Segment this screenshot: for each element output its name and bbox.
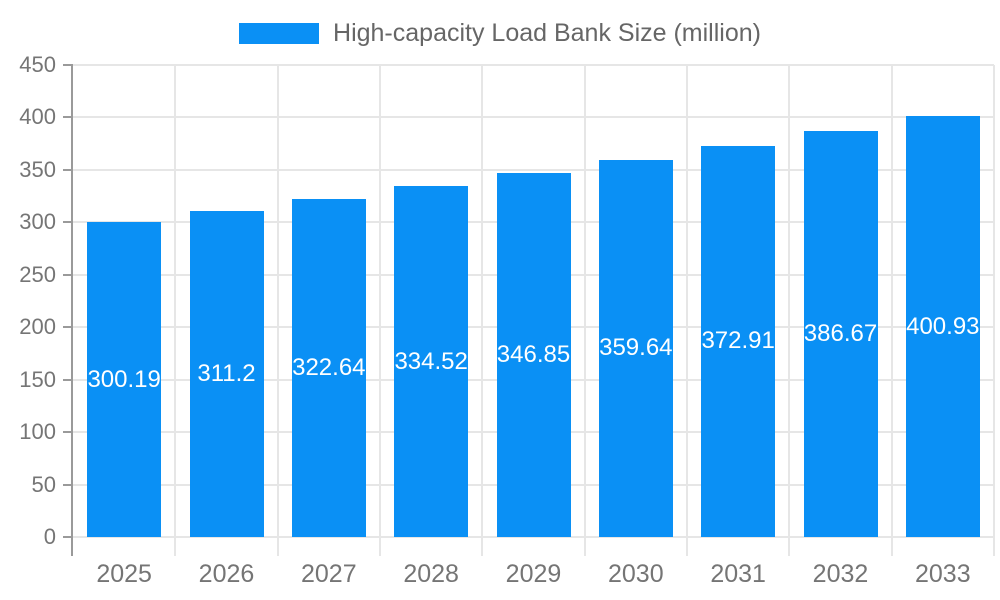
bar-value-label: 346.85 [496, 341, 571, 369]
y-tick-label: 250 [19, 261, 56, 287]
bar[interactable] [87, 222, 162, 537]
x-tick-label: 2031 [710, 560, 766, 588]
x-gridline [788, 65, 791, 556]
y-axis-line [71, 65, 73, 556]
y-tick-label: 100 [19, 419, 56, 445]
y-tick-mark [63, 116, 73, 119]
x-tick-label: 2028 [403, 560, 459, 588]
bar-value-label: 359.64 [599, 334, 673, 362]
bar[interactable] [394, 186, 469, 537]
x-tick-label: 2029 [505, 560, 562, 588]
bar-value-label: 400.93 [906, 312, 980, 340]
x-gridline [890, 65, 893, 556]
y-tick-label: 50 [31, 471, 56, 497]
legend-swatch-icon [239, 22, 320, 44]
y-tick-label: 350 [19, 156, 56, 182]
legend[interactable]: High-capacity Load Bank Size (million) [0, 18, 1000, 48]
bar-value-label: 322.64 [292, 353, 366, 381]
y-tick-mark [63, 326, 73, 329]
x-gridline [583, 65, 586, 556]
y-tick-label: 0 [43, 524, 56, 549]
legend-label: High-capacity Load Bank Size (million) [333, 18, 761, 47]
x-tick-label: 2026 [198, 560, 255, 588]
y-tick-mark [63, 168, 73, 171]
bar[interactable] [496, 173, 571, 537]
bar[interactable] [189, 210, 264, 537]
y-tick-label: 150 [19, 366, 56, 392]
y-tick-label: 300 [19, 209, 56, 235]
bar-value-label: 300.19 [87, 365, 161, 393]
y-tick-mark [63, 536, 73, 538]
y-gridline [73, 116, 994, 119]
bar-value-label: 334.52 [394, 347, 468, 375]
y-tick-label: 200 [19, 314, 56, 340]
x-tick-label: 2025 [96, 560, 152, 588]
y-gridline [73, 536, 994, 538]
bar-value-label: 372.91 [701, 327, 775, 355]
bar-value-label: 311.2 [197, 359, 256, 387]
x-tick-label: 2027 [301, 560, 357, 588]
y-tick-label: 450 [19, 52, 56, 77]
y-tick-mark [63, 221, 73, 224]
y-tick-mark [63, 64, 73, 66]
x-gridline [993, 65, 995, 556]
x-tick-label: 2032 [812, 560, 869, 588]
x-tick-label: 2030 [608, 560, 664, 588]
y-tick-mark [63, 273, 73, 276]
y-tick-label: 400 [19, 104, 56, 130]
x-gridline [174, 65, 177, 556]
x-tick-label: 2033 [915, 560, 971, 588]
y-gridline [73, 64, 994, 66]
y-tick-mark [63, 431, 73, 434]
x-gridline [379, 65, 381, 556]
y-tick-mark [63, 483, 73, 486]
x-gridline [481, 65, 484, 556]
bar[interactable] [905, 116, 980, 537]
bar-value-label: 386.67 [803, 320, 878, 348]
bar[interactable] [701, 145, 776, 537]
y-gridline [73, 168, 994, 171]
x-gridline [276, 65, 279, 556]
bar[interactable] [803, 131, 878, 537]
bar[interactable] [598, 159, 673, 537]
bar[interactable] [291, 198, 366, 537]
plot-area: 0 50 100 150 200 250 300 350 400 450 300.19 2025 311… [19, 52, 995, 588]
x-gridline [686, 65, 688, 556]
y-tick-mark [63, 378, 73, 381]
